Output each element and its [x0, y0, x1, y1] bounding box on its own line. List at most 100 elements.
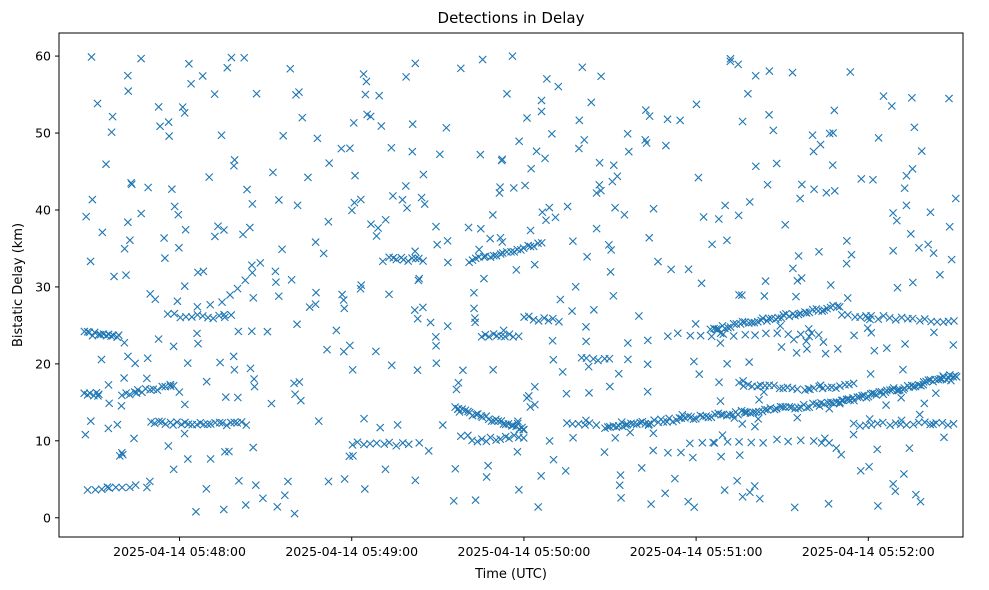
detection-marker [351, 171, 360, 180]
detection-marker [867, 420, 876, 429]
y-tick-label: 20 [35, 356, 51, 371]
detection-marker [845, 380, 854, 389]
detection-marker [229, 352, 238, 361]
detection-marker [714, 214, 723, 223]
detection-marker [366, 220, 375, 229]
detection-marker [886, 421, 895, 430]
detection-marker [154, 417, 163, 426]
detection-marker [916, 497, 925, 506]
detection-marker [737, 406, 746, 415]
detection-marker [411, 59, 420, 68]
detection-marker [107, 128, 116, 137]
detection-marker [514, 485, 523, 494]
detection-marker [892, 216, 901, 225]
detection-marker [170, 309, 179, 318]
detection-marker [792, 348, 801, 357]
detection-marker [833, 302, 842, 311]
detection-marker [802, 308, 811, 317]
detection-marker [537, 238, 546, 247]
detection-marker [127, 180, 136, 189]
detection-marker [487, 417, 496, 426]
detection-marker [387, 143, 396, 152]
detection-marker [908, 278, 917, 287]
detection-marker [725, 410, 734, 419]
detection-marker [754, 414, 763, 423]
detection-marker [221, 393, 230, 402]
detection-marker [375, 91, 384, 100]
detection-marker [298, 113, 307, 122]
detection-marker [245, 223, 254, 232]
detection-marker [356, 195, 365, 204]
detection-marker [356, 284, 365, 293]
detection-marker [408, 254, 417, 263]
detection-marker [777, 343, 786, 351]
detection-marker [571, 282, 580, 291]
y-tick-label: 50 [35, 126, 51, 141]
detection-marker [863, 324, 872, 333]
detection-marker [180, 400, 189, 409]
detection-marker [759, 388, 768, 396]
detection-marker [738, 317, 747, 326]
detection-marker [783, 383, 792, 392]
detection-marker [387, 361, 396, 370]
detection-marker [770, 405, 779, 414]
detection-marker [183, 455, 192, 464]
detection-marker [115, 451, 124, 460]
detection-marker [685, 439, 694, 448]
detection-marker [519, 244, 528, 253]
detection-marker [581, 416, 590, 425]
detection-marker [399, 255, 408, 264]
detection-marker [248, 268, 257, 277]
detection-marker [154, 102, 163, 111]
detection-marker [132, 389, 141, 398]
detection-marker [686, 331, 695, 340]
detection-marker [548, 336, 557, 345]
detection-marker [691, 319, 700, 328]
detection-marker [237, 417, 246, 426]
detection-marker [898, 365, 907, 374]
detection-marker [111, 483, 120, 492]
detection-marker [887, 102, 896, 111]
y-tick-label: 40 [35, 202, 51, 217]
detection-marker [154, 335, 163, 344]
detection-marker [722, 236, 731, 245]
detection-marker [475, 245, 484, 254]
detection-marker [794, 310, 803, 319]
detection-marker [124, 87, 133, 96]
detection-marker [337, 144, 346, 153]
detection-marker [81, 430, 90, 439]
detection-marker [589, 354, 598, 363]
detection-marker [83, 327, 92, 336]
detection-marker [873, 501, 882, 510]
detection-marker [233, 284, 242, 293]
detection-marker [822, 188, 831, 197]
detection-marker [766, 403, 775, 412]
detection-marker [234, 476, 243, 485]
detection-marker [821, 349, 830, 358]
detection-marker [761, 329, 770, 338]
detection-marker [802, 344, 811, 353]
detection-marker [738, 419, 747, 428]
detection-marker [340, 304, 349, 313]
detection-marker [449, 496, 458, 505]
detection-marker [623, 355, 632, 364]
detection-marker [781, 220, 790, 229]
detection-marker [770, 381, 779, 390]
detection-marker [568, 237, 577, 246]
detection-marker [206, 420, 215, 429]
detection-marker [891, 487, 900, 496]
detection-marker [338, 290, 347, 299]
detection-marker [323, 345, 332, 354]
detection-marker [402, 72, 411, 81]
detection-marker [183, 359, 192, 368]
detection-marker [920, 418, 929, 427]
detection-marker [362, 77, 371, 86]
detection-marker [663, 332, 672, 341]
detection-marker [914, 243, 923, 252]
detection-marker [743, 408, 752, 417]
detection-marker [739, 377, 748, 385]
detection-marker [726, 57, 735, 66]
detection-marker [558, 367, 567, 376]
detection-marker [461, 406, 470, 415]
detection-marker [360, 414, 369, 423]
